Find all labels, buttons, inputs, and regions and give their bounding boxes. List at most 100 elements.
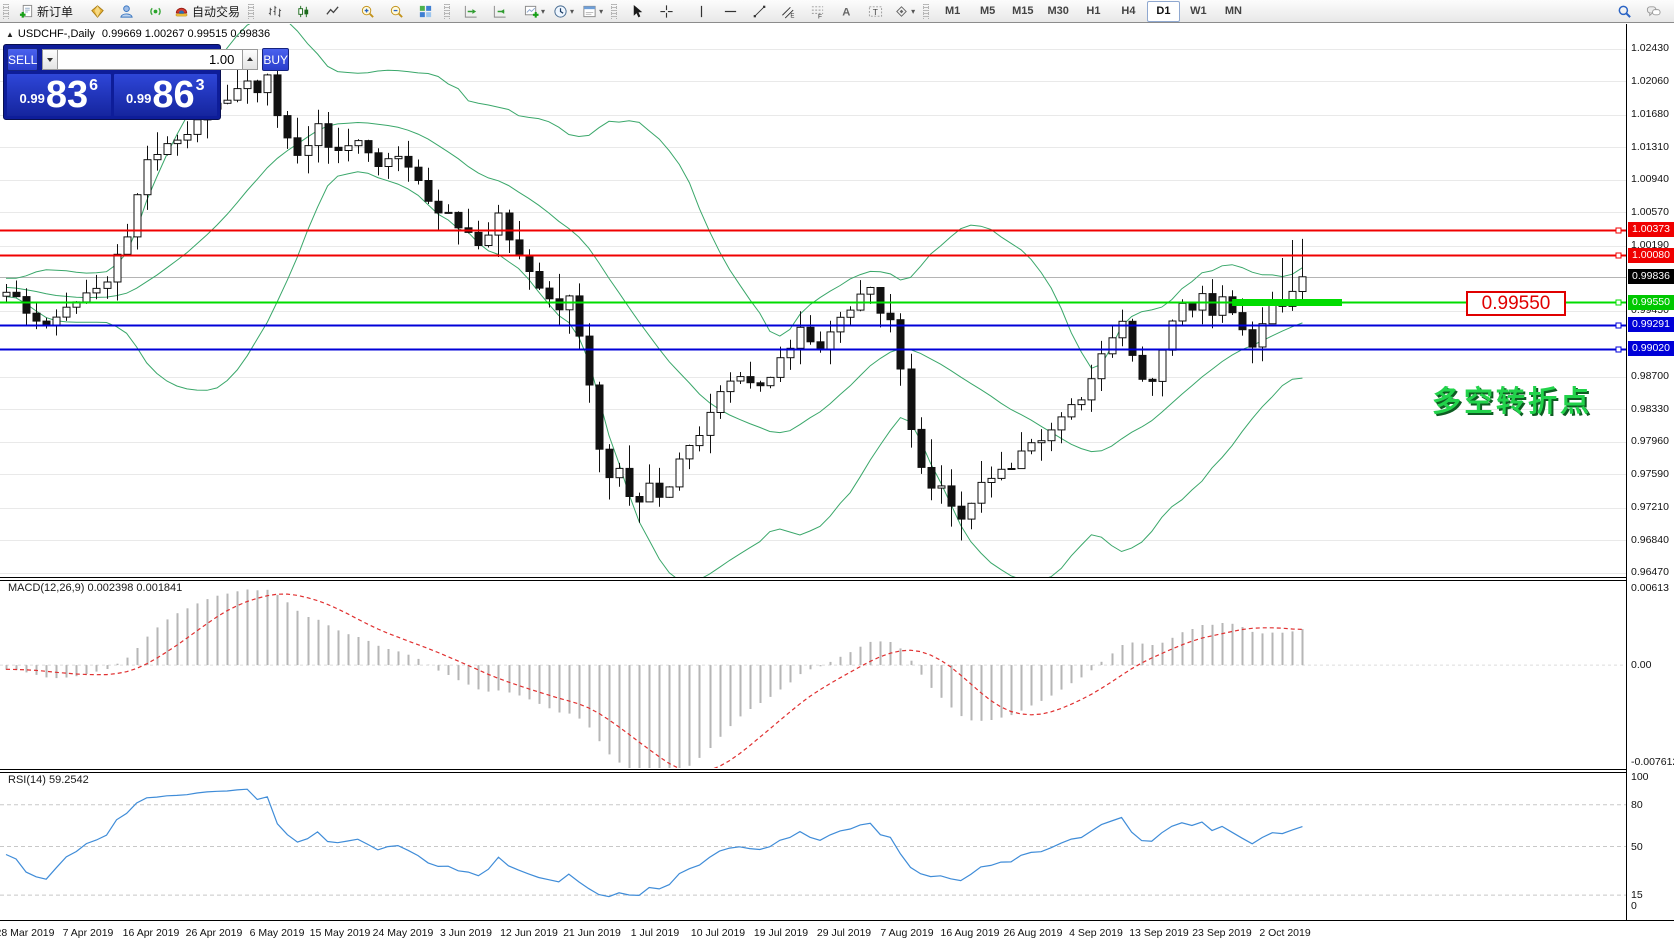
signals-button[interactable] [142,1,169,22]
svg-text:E: E [790,12,794,18]
timeframe-m5[interactable]: M5 [979,5,996,17]
autotrade-icon [174,4,189,19]
line-anchor-handle[interactable] [1615,227,1622,234]
equidistant-channel-button[interactable]: E [775,1,802,22]
templates-button[interactable]: ▾ [579,1,606,22]
date-axis-label: 21 Jun 2019 [563,927,621,939]
price-level-label[interactable]: 0.99550 [1466,291,1566,316]
signal-icon [148,4,163,19]
zoom-out-icon [389,4,404,19]
dropdown-arrow-icon[interactable]: ▾ [599,6,604,16]
sell-price-big: 83 [45,73,89,116]
new-order-button[interactable]: 新订单 [16,1,76,22]
price-axis-badge: 0.99550 [1628,294,1674,310]
date-axis-label: 26 Aug 2019 [1003,927,1063,939]
line-anchor-handle[interactable] [1615,322,1622,329]
date-axis-label: 12 Jun 2019 [500,927,558,939]
timeframe-m1[interactable]: M1 [944,5,961,17]
timeframe-m30[interactable]: M30 [1047,5,1069,17]
macd-histogram [5,589,1304,768]
indicators-button[interactable]: ▾ [521,1,548,22]
chart-symbol-period: USDCHF-,Daily [17,28,95,40]
macd-signal-line [5,593,1303,768]
timeframe-h4[interactable]: H4 [1121,5,1136,17]
toolbar-group [350,0,443,22]
crosshair-button[interactable] [653,1,680,22]
vline-icon [694,4,709,19]
volume-decrease-button[interactable] [42,49,59,70]
toolbar-drag-handle[interactable] [248,3,255,19]
volume-increase-button[interactable] [242,49,259,70]
buy-button[interactable]: BUY [262,48,290,71]
cursor-button[interactable] [624,1,651,22]
vertical-line-button[interactable] [688,1,715,22]
dropdown-arrow-icon[interactable]: ▾ [541,6,546,16]
label-icon: T [868,4,883,19]
horizontal-line-button[interactable] [717,1,744,22]
tile-windows-button[interactable] [412,1,439,22]
date-axis-label: 28 Mar 2019 [0,927,55,939]
fibonacci-button[interactable]: F [804,1,831,22]
zoom-in-button[interactable] [354,1,381,22]
line-anchor-handle[interactable] [1615,346,1622,353]
timeframe-w1[interactable]: W1 [1190,5,1207,17]
hline-icon [723,4,738,19]
date-axis-label: 10 Jul 2019 [690,927,746,939]
macd-axis-tick: -0.007612 [1631,756,1674,768]
timeframe-mn[interactable]: MN [1224,5,1242,17]
toolbar-group: 新订单 [12,0,80,22]
panel-collapse-icon[interactable]: ▲ [6,30,14,39]
date-axis-label: 16 Aug 2019 [940,927,1000,939]
toolbar-drag-handle[interactable] [923,3,930,19]
price-axis-tick: 1.01680 [1631,108,1669,121]
price-axis-badge: 0.99291 [1628,317,1674,333]
search-button[interactable] [1611,1,1638,22]
arrows-button[interactable]: ▾ [891,1,918,22]
down-arrow-icon [47,58,54,65]
text-button[interactable]: A [833,1,860,22]
price-axis-tick: 0.97210 [1631,501,1669,514]
chat-button[interactable] [1640,1,1667,22]
timeframe-toolbar: M1 M5 M15 M30 H1 H4 D1 W1 MN [932,0,1254,22]
timeframe-d1[interactable]: D1 [1146,0,1180,22]
sell-price-display[interactable]: 0.99 83 6 [7,74,111,116]
pivot-highlight-segment[interactable] [1232,299,1342,306]
price-axis-tick: 0.98330 [1631,402,1669,415]
market-button[interactable] [84,1,111,22]
community-button[interactable] [113,1,140,22]
date-axis-label: 2 Oct 2019 [1259,927,1311,939]
toolbar-drag-handle[interactable] [3,3,9,19]
dropdown-arrow-icon[interactable]: ▾ [570,6,575,16]
line-chart-button[interactable] [319,1,346,22]
bar-chart-button[interactable] [261,1,288,22]
date-axis-label: 1 Jul 2019 [630,927,680,939]
toolbar-drag-handle[interactable] [611,3,618,19]
dropdown-arrow-icon[interactable]: ▾ [911,6,916,16]
line-anchor-handle[interactable] [1615,299,1622,306]
timeframe-m15[interactable]: M15 [1012,5,1034,17]
zoom-out-button[interactable] [383,1,410,22]
trendline-button[interactable] [746,1,773,22]
toolbar-drag-handle[interactable] [444,3,451,19]
bars-icon [267,4,282,19]
text-label-button[interactable]: T [862,1,889,22]
chart-ohlc-values: 0.99669 1.00267 0.99515 0.99836 [101,28,271,40]
periods-button[interactable]: ▾ [550,1,577,22]
line-anchor-handle[interactable] [1615,252,1622,259]
chinese-annotation[interactable]: 多空转折点 [1432,386,1593,418]
timeframe-h1[interactable]: H1 [1086,5,1101,17]
price-axis-badge: 0.99020 [1628,341,1674,357]
chart-shift-icon [463,4,478,19]
chart-shift-button[interactable] [457,1,484,22]
toolbar-group [257,0,350,22]
volume-input[interactable] [58,49,243,70]
buy-price-display[interactable]: 0.99 86 3 [113,74,217,116]
doc-plus-icon [19,4,34,19]
candlestick-chart-button[interactable] [290,1,317,22]
autotrading-button[interactable]: 自动交易 [171,1,243,22]
auto-scroll-button[interactable] [486,1,513,22]
rsi-axis-tick: 15 [1631,889,1643,902]
sell-button[interactable]: SELL [7,48,39,71]
